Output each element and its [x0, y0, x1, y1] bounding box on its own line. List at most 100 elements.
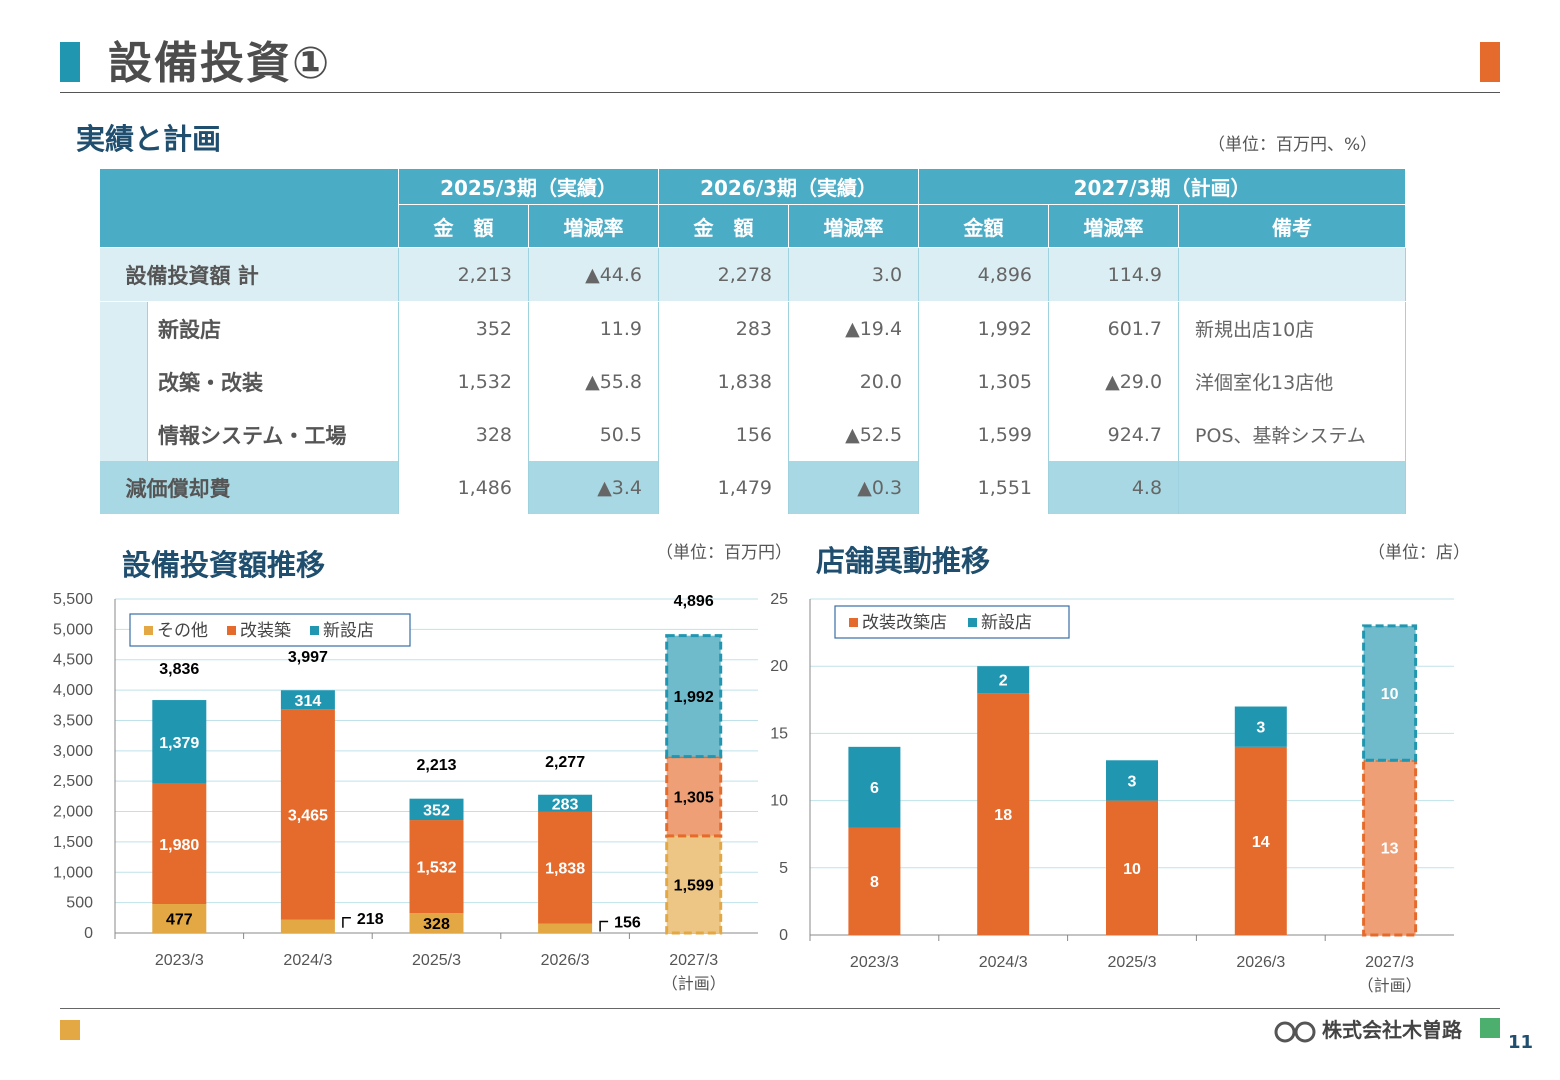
table-unit-label: （単位：百万円、%）: [1208, 135, 1378, 155]
y-tick-label: 2,000: [53, 804, 93, 821]
table-row-total: 設備投資額 計 2,213 ▲44.6 2,278 3.0 4,896 114.…: [99, 247, 1407, 302]
cell: 1,838: [658, 355, 790, 408]
company-name: 株式会社木曽路: [1322, 1018, 1462, 1042]
cell: 1,479: [658, 461, 790, 514]
data-label: 3: [1256, 720, 1265, 737]
bar-segment: [538, 794, 593, 812]
x-tick-label: 2027/3: [1365, 954, 1414, 971]
data-label: 314: [295, 693, 322, 710]
y-tick-label: 5,500: [53, 591, 93, 608]
data-label: 3,465: [288, 808, 328, 825]
row-label: 情報システム・工場: [147, 408, 399, 461]
cell: 20.0: [788, 355, 920, 408]
subheader: 金額: [918, 204, 1050, 248]
cell: 50.5: [528, 408, 660, 461]
section-title: 実績と計画: [76, 122, 222, 156]
legend-swatch: [144, 626, 153, 635]
x-tick-label: 2024/3: [283, 952, 332, 969]
data-label: 10: [1123, 861, 1141, 878]
x-tick-label: 2025/3: [412, 952, 461, 969]
cell: 352: [398, 301, 529, 355]
data-label: 218: [357, 911, 384, 928]
bar-segment: [409, 798, 464, 821]
data-label: 1,599: [674, 877, 714, 894]
y-tick-label: 5: [779, 860, 788, 877]
investment-chart-title: 設備投資額推移: [122, 548, 326, 582]
data-label: 1,532: [416, 860, 456, 877]
corner-accent-square: [1480, 42, 1500, 82]
company-logo: 株式会社木曽路: [1272, 1014, 1462, 1044]
data-label: 283: [552, 796, 579, 813]
x-tick-label: 2024/3: [979, 954, 1028, 971]
cell: 4.8: [1048, 461, 1180, 514]
x-tick-label: 2023/3: [850, 954, 899, 971]
legend-swatch: [849, 618, 858, 627]
subheader: 金 額: [658, 204, 790, 248]
legend-swatch: [310, 626, 319, 635]
period-header: 2027/3期（計画）: [918, 168, 1407, 205]
data-label: 3: [1128, 773, 1137, 790]
subheader: 備考: [1178, 204, 1407, 248]
legend-label: 改装改築店: [862, 613, 947, 632]
table-row-depreciation: 減価償却費 1,486 ▲3.4 1,479 ▲0.3 1,551 4.8: [99, 461, 1407, 514]
bar-segment: [665, 834, 723, 935]
page-number: 11: [1508, 1032, 1534, 1053]
legend-box: [834, 605, 1070, 639]
total-label: 3,997: [288, 649, 328, 666]
data-label: 14: [1252, 834, 1270, 851]
cell: 1,551: [918, 461, 1050, 514]
data-label: 156: [614, 915, 641, 932]
y-tick-label: 3,000: [53, 743, 93, 760]
x-tick-label: 2027/3: [669, 952, 718, 969]
cell: 11.9: [528, 301, 660, 355]
note-cell: [1178, 461, 1407, 514]
data-label: 328: [423, 916, 450, 933]
bar-segment: [152, 904, 207, 933]
data-label: 2: [999, 673, 1008, 690]
note-cell: 新規出店10店: [1178, 301, 1407, 355]
y-tick-label: 1,000: [53, 864, 93, 881]
cell: 156: [658, 408, 790, 461]
y-tick-label: 4,000: [53, 682, 93, 699]
bar-segment: [1106, 760, 1158, 801]
footer-divider: [60, 1008, 1500, 1009]
indent-cell: [99, 301, 148, 461]
data-label: 13: [1381, 841, 1399, 858]
cell: 3.0: [788, 247, 920, 302]
cell: 114.9: [1048, 247, 1180, 302]
title-divider: [60, 92, 1500, 93]
x-tick-label: （計画）: [1358, 977, 1422, 995]
bar-segment: [1362, 624, 1418, 762]
legend-label: 新設店: [981, 613, 1032, 632]
bar-segment: [538, 923, 593, 933]
y-tick-label: 5,000: [53, 621, 93, 638]
cell: 4,896: [918, 247, 1050, 302]
cell: 1,305: [918, 355, 1050, 408]
y-tick-label: 1,500: [53, 834, 93, 851]
bar-segment: [977, 666, 1030, 694]
cell: 601.7: [1048, 301, 1180, 355]
footer-accent-square: [60, 1020, 80, 1040]
y-tick-label: 20: [770, 658, 788, 675]
cell: 283: [658, 301, 790, 355]
row-label: 減価償却費: [99, 461, 399, 514]
cell: 1,532: [398, 355, 529, 408]
cell: 2,213: [398, 247, 529, 302]
leader-line: [599, 920, 609, 932]
leader-line: [342, 917, 351, 928]
cell: 1,992: [918, 301, 1050, 355]
bar-segment: [1234, 706, 1287, 747]
cell: 924.7: [1048, 408, 1180, 461]
bar-segment: [280, 709, 335, 920]
bar-segment: [848, 746, 901, 828]
legend-swatch: [227, 626, 236, 635]
bar-segment: [280, 919, 335, 933]
data-label: 8: [870, 874, 879, 891]
row-label: 改築・改装: [147, 355, 399, 408]
y-tick-label: 500: [66, 895, 93, 912]
cell: ▲52.5: [788, 408, 920, 461]
data-label: 1,838: [545, 861, 585, 878]
total-label: 2,213: [416, 757, 456, 774]
capex-table: 2025/3期（実績） 2026/3期（実績） 2027/3期（計画） 金 額 …: [99, 168, 1407, 514]
